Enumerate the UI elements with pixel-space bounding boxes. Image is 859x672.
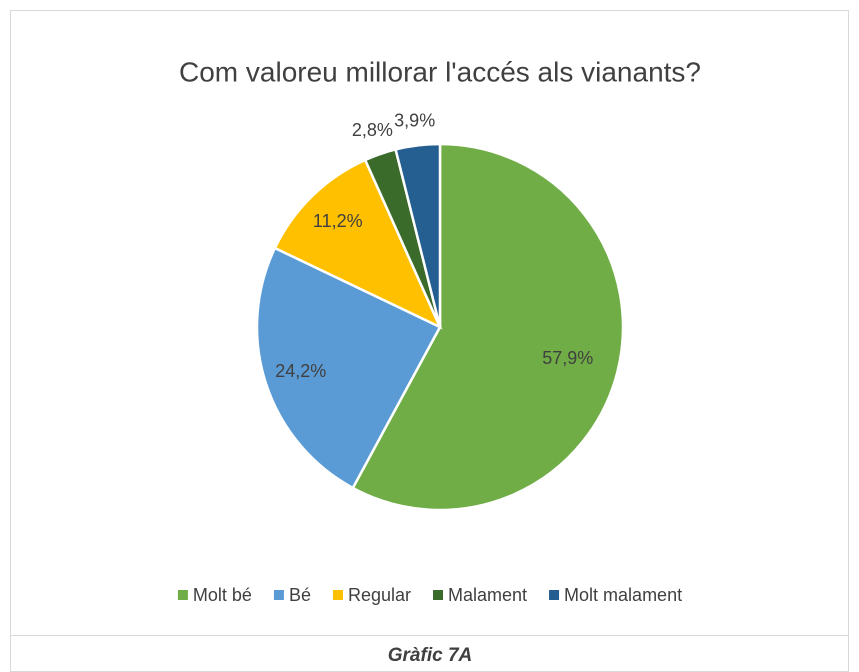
- data-label: 24,2%: [275, 361, 326, 381]
- data-label: 2,8%: [352, 120, 393, 140]
- data-label: 11,2%: [313, 211, 363, 231]
- legend-swatch: [177, 590, 188, 600]
- legend-label: Bé: [289, 585, 311, 605]
- caption: Gràfic 7A: [388, 645, 472, 666]
- legend-label: Molt bé: [193, 585, 252, 605]
- legend-label: Molt malament: [564, 585, 682, 605]
- legend-swatch: [332, 590, 343, 600]
- pie-slice: [255, 246, 442, 490]
- pie-slice: [351, 142, 625, 512]
- legend-swatch: [433, 590, 444, 600]
- chart-title: Com valoreu millorar l'accés als vianant…: [179, 56, 701, 87]
- legend-swatch: [549, 590, 560, 600]
- legend-label: Regular: [348, 585, 411, 605]
- legend-swatch: [273, 590, 284, 600]
- pie-slice: [394, 142, 442, 328]
- pie-slice: [273, 158, 443, 330]
- legend-label: Malament: [448, 585, 527, 605]
- data-label: 57,9%: [542, 348, 593, 368]
- data-label: 3,9%: [394, 110, 435, 130]
